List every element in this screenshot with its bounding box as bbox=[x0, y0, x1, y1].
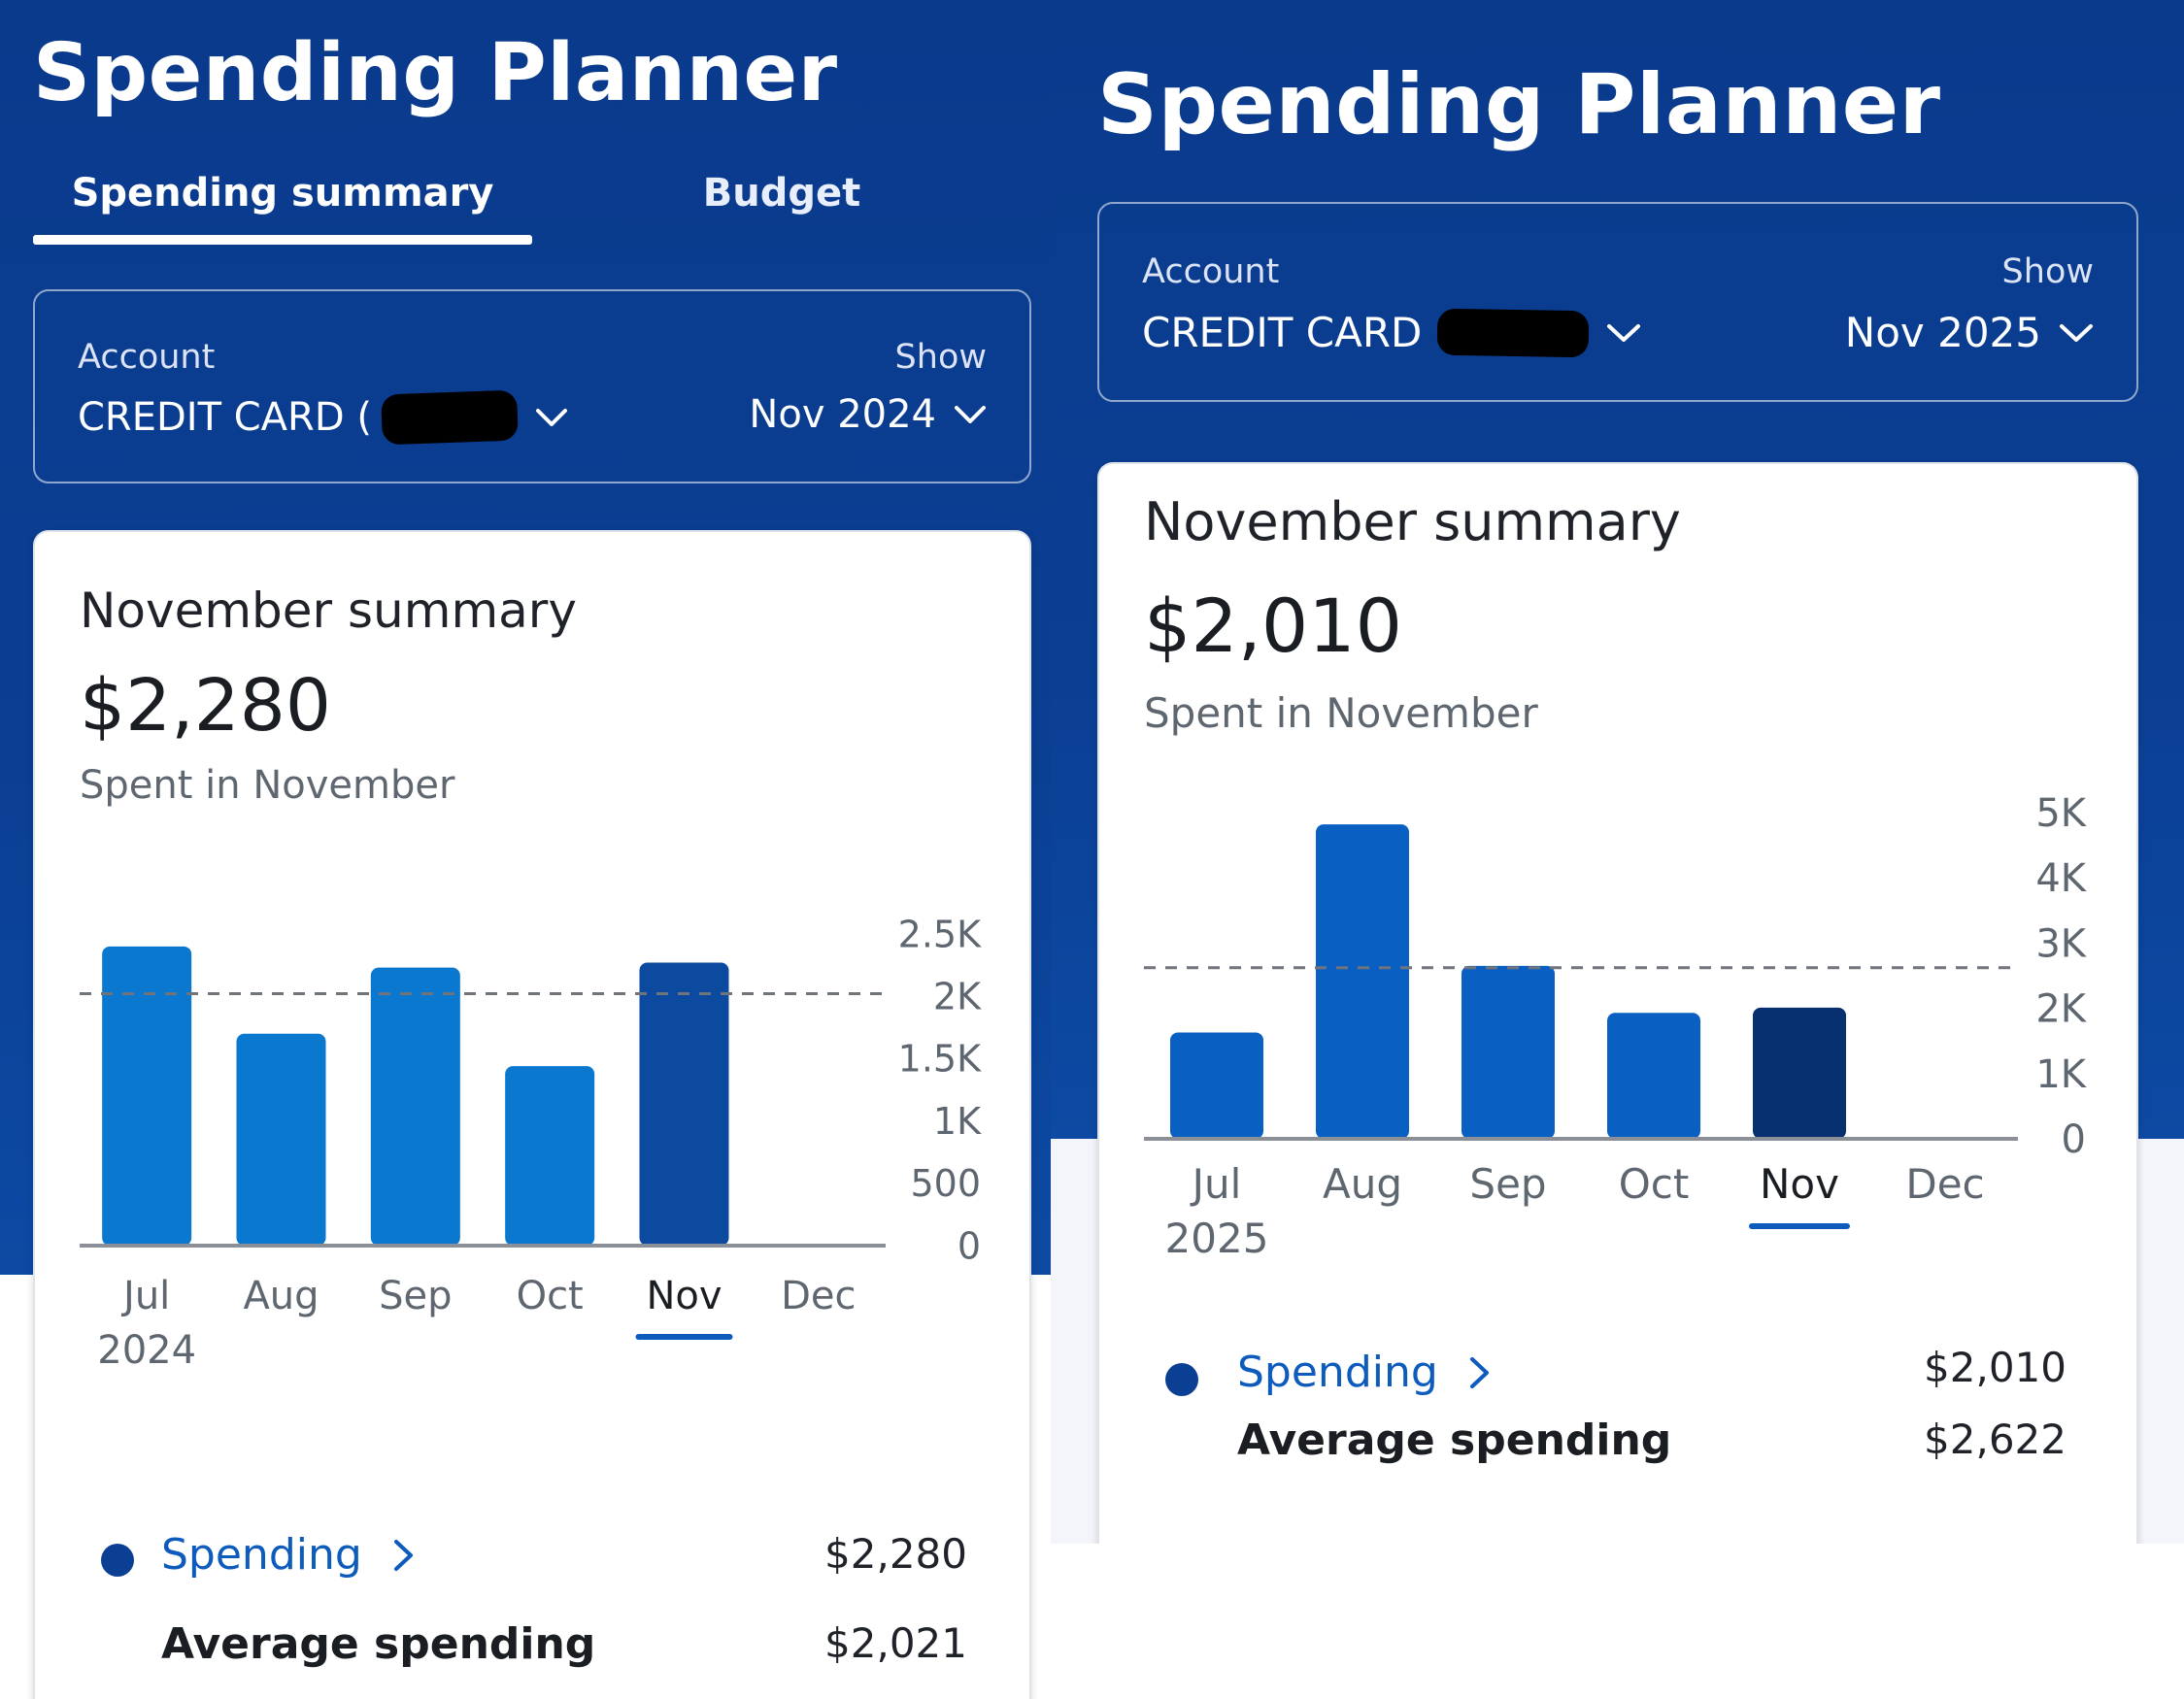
bar-sep bbox=[370, 967, 460, 1246]
spending-value: $2,010 bbox=[1924, 1344, 2066, 1391]
account-selector-panel: Account Show CREDIT CARD ( Nov 2024 bbox=[33, 289, 1031, 483]
bar-nov bbox=[1753, 1007, 1846, 1139]
x-tick-label: Jul bbox=[1190, 1160, 1242, 1208]
x-tick-label: Sep bbox=[379, 1274, 452, 1318]
year-label: 2024 bbox=[97, 1328, 196, 1373]
chevron-down-icon bbox=[2060, 323, 2093, 342]
bar-jul bbox=[1170, 1032, 1263, 1139]
period-dropdown[interactable]: Nov 2024 bbox=[749, 392, 987, 437]
period-dropdown[interactable]: Nov 2025 bbox=[1845, 309, 2094, 356]
x-tick-label: Jul bbox=[120, 1274, 170, 1318]
account-dropdown[interactable]: CREDIT CARD ( bbox=[78, 389, 568, 446]
y-tick-label: 4K bbox=[2035, 856, 2087, 901]
account-label: Account bbox=[1142, 252, 1280, 291]
redacted-account-number bbox=[381, 389, 519, 446]
period-value: Nov 2024 bbox=[749, 392, 936, 437]
x-tick-label: Aug bbox=[243, 1274, 319, 1318]
average-spending-label: Average spending bbox=[161, 1619, 596, 1669]
bar-aug bbox=[236, 1033, 326, 1246]
selected-month-indicator bbox=[635, 1334, 733, 1340]
spending-link-label: Spending bbox=[161, 1530, 362, 1580]
x-tick-label: Aug bbox=[1323, 1160, 1402, 1208]
chevron-down-icon bbox=[1607, 323, 1641, 342]
spending-link[interactable]: Spending bbox=[161, 1530, 417, 1580]
y-tick-label: 2K bbox=[933, 976, 982, 1018]
chevron-right-icon bbox=[1469, 1357, 1489, 1388]
account-value: CREDIT CARD bbox=[1142, 309, 1423, 356]
average-spending-value: $2,021 bbox=[824, 1619, 967, 1667]
summary-amount: $2,010 bbox=[1144, 583, 1402, 669]
screenshot-2025: Spending Planner Account Show CREDIT CAR… bbox=[1051, 0, 2184, 1544]
y-tick-label: 0 bbox=[2062, 1117, 2086, 1162]
redacted-account-number bbox=[1436, 308, 1590, 357]
y-tick-label: 2.5K bbox=[898, 913, 982, 955]
chevron-down-icon bbox=[535, 409, 567, 426]
x-tick-label: Dec bbox=[1905, 1160, 1984, 1208]
tab-spending-summary[interactable]: Spending summary bbox=[71, 171, 494, 216]
app-title: Spending Planner bbox=[1097, 56, 1941, 153]
average-spending-label: Average spending bbox=[1237, 1416, 1672, 1465]
tab-budget[interactable]: Budget bbox=[702, 171, 861, 216]
spending-link[interactable]: Spending bbox=[1237, 1348, 1493, 1397]
account-label: Account bbox=[78, 338, 216, 377]
y-tick-label: 1.5K bbox=[898, 1038, 982, 1081]
y-tick-label: 1K bbox=[933, 1100, 982, 1143]
active-tab-indicator bbox=[33, 235, 532, 245]
bar-nov bbox=[639, 962, 729, 1246]
account-selector-panel: Account Show CREDIT CARD Nov 2025 bbox=[1097, 202, 2138, 402]
account-dropdown[interactable]: CREDIT CARD bbox=[1142, 308, 1641, 357]
summary-amount: $2,280 bbox=[80, 664, 331, 748]
y-tick-label: 1K bbox=[2035, 1052, 2087, 1097]
x-tick-label: Oct bbox=[1619, 1160, 1690, 1208]
chevron-right-icon bbox=[393, 1540, 413, 1571]
spending-bar-chart: 0 1K 2K 3K 4K 5K Jul Aug Sep Oct Nov Dec 2025 bbox=[1144, 791, 2088, 1262]
show-label: Show bbox=[2001, 252, 2094, 291]
screenshot-2024: Spending Planner Spending summary Budget… bbox=[0, 0, 1051, 1699]
y-tick-label: 2K bbox=[2035, 987, 2087, 1032]
bar-jul bbox=[102, 946, 192, 1246]
account-value: CREDIT CARD ( bbox=[78, 395, 372, 440]
bar-oct bbox=[1607, 1013, 1700, 1139]
summary-title: November summary bbox=[80, 583, 577, 639]
year-label: 2025 bbox=[1165, 1215, 1269, 1262]
bar-oct bbox=[505, 1066, 595, 1246]
summary-card: November summary $2,010 Spent in Novembe… bbox=[1097, 462, 2138, 1544]
y-tick-label: 500 bbox=[910, 1162, 981, 1205]
summary-title: November summary bbox=[1144, 491, 1681, 552]
x-tick-label: Dec bbox=[781, 1274, 856, 1318]
average-spending-value: $2,622 bbox=[1924, 1416, 2066, 1463]
spending-value: $2,280 bbox=[824, 1530, 967, 1578]
x-tick-label: Sep bbox=[1469, 1160, 1546, 1208]
spending-legend-dot bbox=[101, 1544, 134, 1577]
period-value: Nov 2025 bbox=[1844, 309, 2041, 356]
summary-card: November summary $2,280 Spent in Novembe… bbox=[33, 530, 1031, 1699]
y-tick-label: 3K bbox=[2035, 921, 2087, 966]
x-tick-label: Nov bbox=[1760, 1160, 1839, 1208]
chevron-down-icon bbox=[955, 406, 986, 423]
app-title: Spending Planner bbox=[33, 27, 838, 119]
show-label: Show bbox=[894, 338, 987, 377]
y-tick-label: 0 bbox=[958, 1224, 981, 1267]
bar-aug bbox=[1316, 824, 1409, 1139]
bar-sep bbox=[1462, 965, 1555, 1139]
selected-month-indicator bbox=[1749, 1223, 1850, 1229]
x-tick-label: Nov bbox=[646, 1274, 722, 1318]
summary-subtitle: Spent in November bbox=[1144, 689, 1538, 737]
summary-subtitle: Spent in November bbox=[80, 763, 455, 808]
x-tick-label: Oct bbox=[517, 1274, 584, 1318]
spending-link-label: Spending bbox=[1237, 1348, 1438, 1397]
spending-legend-dot bbox=[1165, 1363, 1198, 1396]
y-tick-label: 5K bbox=[2035, 791, 2087, 836]
spending-bar-chart: 0 500 1K 1.5K 2K 2.5K Jul Aug Sep Oct Nov Dec 2024 bbox=[80, 913, 982, 1373]
